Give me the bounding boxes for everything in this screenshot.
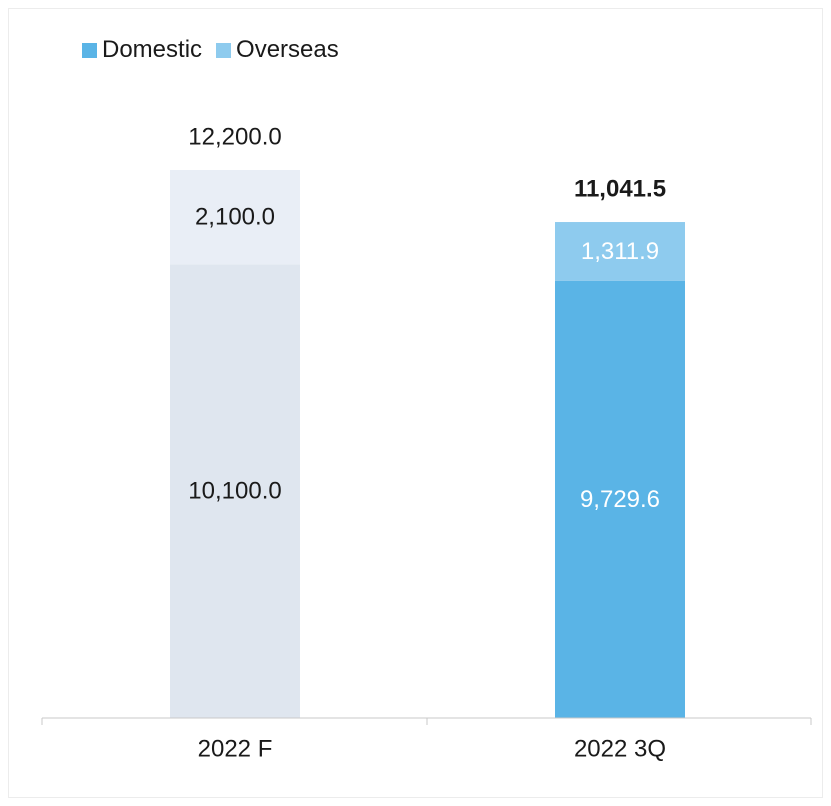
data-label-domestic-1: 10,100.0 — [188, 478, 281, 505]
legend-label-overseas: Overseas — [236, 36, 339, 63]
legend-swatch-overseas — [216, 42, 232, 58]
data-label-overseas-1: 2,100.0 — [195, 204, 275, 231]
data-label-overseas-2: 1,311.9 — [581, 238, 659, 265]
legend-item-domestic: Domestic — [82, 36, 202, 64]
bar-domestic-2 — [555, 280, 685, 718]
bar-overseas-2 — [555, 222, 685, 281]
x-tick-label-1: 2022 F — [198, 736, 273, 763]
bar-domestic-1 — [170, 264, 300, 718]
legend-label-domestic: Domestic — [102, 36, 203, 63]
total-label-2: 11,041.5 — [574, 176, 666, 203]
x-tick-label-2: 2022 3Q — [574, 736, 666, 763]
bar-overseas-1 — [170, 170, 300, 265]
data-label-domestic-2: 9,729.6 — [580, 486, 660, 513]
legend-swatch-domestic — [82, 42, 97, 58]
legend-item-overseas: Overseas — [216, 36, 339, 64]
chart-frame — [8, 8, 823, 798]
total-label-1: 12,200.0 — [188, 124, 281, 151]
chart-legend: Domestic Overseas — [82, 36, 353, 64]
